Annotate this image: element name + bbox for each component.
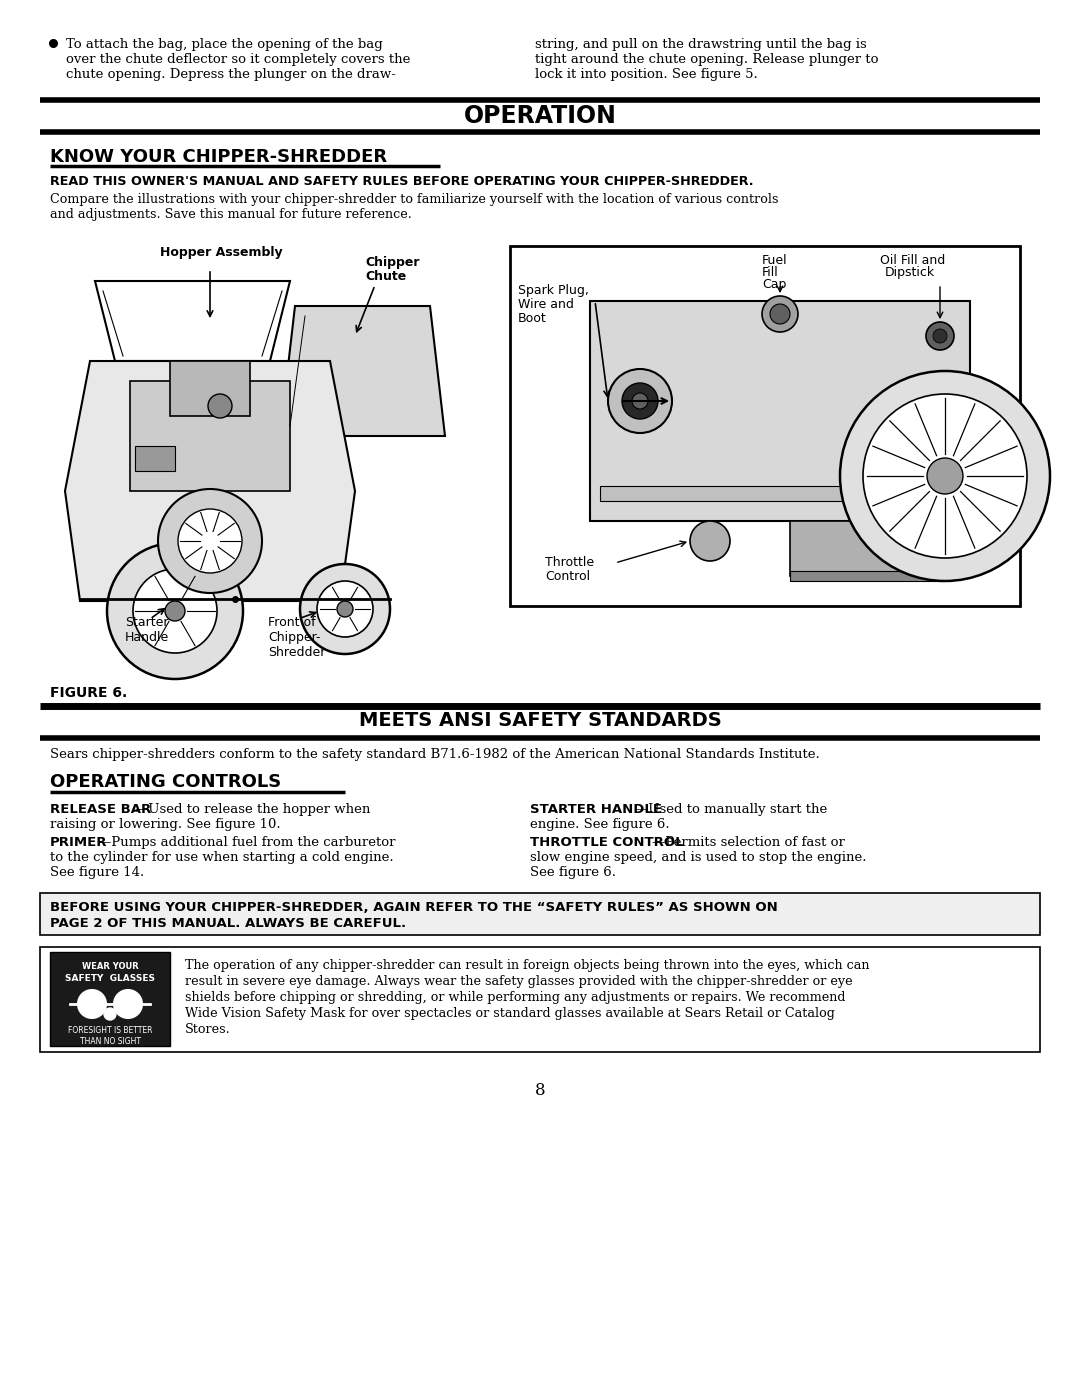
Circle shape — [114, 990, 141, 1018]
Text: PAGE 2 OF THIS MANUAL. ALWAYS BE CAREFUL.: PAGE 2 OF THIS MANUAL. ALWAYS BE CAREFUL… — [50, 916, 406, 930]
Bar — [789, 571, 945, 581]
Circle shape — [863, 394, 1027, 557]
Circle shape — [840, 372, 1050, 581]
Text: Sears chipper-shredders conform to the safety standard B71.6-1982 of the America: Sears chipper-shredders conform to the s… — [50, 747, 820, 761]
Bar — [590, 300, 970, 521]
Circle shape — [926, 321, 954, 351]
Text: KNOW YOUR CHIPPER-SHREDDER: KNOW YOUR CHIPPER-SHREDDER — [50, 148, 387, 166]
Text: FORESIGHT IS BETTER: FORESIGHT IS BETTER — [68, 1025, 152, 1035]
Text: OPERATION: OPERATION — [463, 103, 617, 129]
Bar — [40, 947, 1040, 1052]
Polygon shape — [95, 281, 291, 360]
Text: Handle: Handle — [125, 631, 170, 644]
Text: and adjustments. Save this manual for future reference.: and adjustments. Save this manual for fu… — [50, 208, 411, 221]
Bar — [135, 446, 175, 471]
Text: —Used to manually start the: —Used to manually start the — [635, 803, 827, 816]
Text: Fill: Fill — [762, 265, 779, 279]
Circle shape — [107, 543, 243, 679]
Text: shields before chipping or shredding, or while performing any adjustments or rep: shields before chipping or shredding, or… — [185, 990, 846, 1004]
Text: Cap: Cap — [762, 278, 786, 291]
Text: Oil Fill and: Oil Fill and — [880, 254, 945, 267]
Text: over the chute deflector so it completely covers the: over the chute deflector so it completel… — [66, 53, 410, 66]
Text: Chute: Chute — [365, 270, 406, 284]
Circle shape — [78, 990, 106, 1018]
Text: BEFORE USING YOUR CHIPPER-SHREDDER, AGAIN REFER TO THE “SAFETY RULES” AS SHOWN O: BEFORE USING YOUR CHIPPER-SHREDDER, AGAI… — [50, 901, 778, 914]
Text: THAN NO SIGHT: THAN NO SIGHT — [80, 1037, 140, 1046]
Circle shape — [622, 383, 658, 419]
Text: lock it into position. See figure 5.: lock it into position. See figure 5. — [535, 68, 758, 81]
Text: engine. See figure 6.: engine. See figure 6. — [530, 819, 670, 831]
Text: See figure 14.: See figure 14. — [50, 866, 145, 879]
Text: Throttle: Throttle — [545, 556, 594, 569]
Text: —Used to release the hopper when: —Used to release the hopper when — [135, 803, 370, 816]
Text: tight around the chute opening. Release plunger to: tight around the chute opening. Release … — [535, 53, 878, 66]
Text: Front of: Front of — [268, 616, 315, 629]
Bar — [510, 246, 1020, 606]
Text: Dipstick: Dipstick — [885, 265, 935, 279]
Text: Stores.: Stores. — [185, 1023, 231, 1037]
Circle shape — [158, 489, 262, 592]
Text: RELEASE BAR: RELEASE BAR — [50, 803, 151, 816]
Circle shape — [762, 296, 798, 332]
Text: Control: Control — [545, 570, 590, 583]
Circle shape — [318, 581, 373, 637]
Circle shape — [933, 330, 947, 344]
Text: FIGURE 6.: FIGURE 6. — [50, 686, 127, 700]
Text: Starter: Starter — [125, 616, 168, 629]
Circle shape — [104, 1009, 116, 1020]
Text: slow engine speed, and is used to stop the engine.: slow engine speed, and is used to stop t… — [530, 851, 866, 863]
Text: —Permits selection of fast or: —Permits selection of fast or — [652, 835, 845, 849]
Text: Spark Plug,: Spark Plug, — [518, 284, 589, 298]
Circle shape — [927, 458, 963, 495]
Text: string, and pull on the drawstring until the bag is: string, and pull on the drawstring until… — [535, 38, 867, 52]
Text: Chipper: Chipper — [365, 256, 419, 270]
Text: Wide Vision Safety Mask for over spectacles or standard glasses available at Sea: Wide Vision Safety Mask for over spectac… — [185, 1007, 835, 1020]
Bar — [789, 521, 940, 576]
Circle shape — [133, 569, 217, 652]
Text: To attach the bag, place the opening of the bag: To attach the bag, place the opening of … — [66, 38, 382, 52]
Text: —Pumps additional fuel from the carburetor: —Pumps additional fuel from the carburet… — [98, 835, 395, 849]
Text: OPERATING CONTROLS: OPERATING CONTROLS — [50, 773, 281, 791]
Circle shape — [337, 601, 353, 617]
Circle shape — [300, 564, 390, 654]
Circle shape — [632, 393, 648, 409]
Text: result in severe eye damage. Always wear the safety glasses provided with the ch: result in severe eye damage. Always wear… — [185, 975, 852, 988]
Text: Wire and: Wire and — [518, 298, 573, 312]
Text: Fuel: Fuel — [762, 254, 787, 267]
Circle shape — [770, 305, 789, 324]
Text: 8: 8 — [535, 1083, 545, 1099]
Text: PRIMER: PRIMER — [50, 835, 108, 849]
Bar — [40, 893, 1040, 935]
Text: chute opening. Depress the plunger on the draw-: chute opening. Depress the plunger on th… — [66, 68, 396, 81]
Circle shape — [208, 394, 232, 418]
Bar — [130, 381, 291, 490]
Circle shape — [165, 601, 185, 622]
Circle shape — [608, 369, 672, 433]
Text: THROTTLE CONTROL: THROTTLE CONTROL — [530, 835, 684, 849]
Bar — [170, 360, 249, 416]
Text: STARTER HANDLE: STARTER HANDLE — [530, 803, 662, 816]
Text: SAFETY  GLASSES: SAFETY GLASSES — [65, 974, 156, 983]
Text: WEAR YOUR: WEAR YOUR — [82, 963, 138, 971]
Text: Compare the illustrations with your chipper-shredder to familiarize yourself wit: Compare the illustrations with your chip… — [50, 193, 779, 205]
Bar — [600, 486, 960, 502]
Text: Hopper Assembly: Hopper Assembly — [160, 246, 283, 258]
Text: READ THIS OWNER'S MANUAL AND SAFETY RULES BEFORE OPERATING YOUR CHIPPER-SHREDDER: READ THIS OWNER'S MANUAL AND SAFETY RULE… — [50, 175, 754, 189]
Text: See figure 6.: See figure 6. — [530, 866, 616, 879]
Text: Boot: Boot — [518, 312, 546, 326]
Polygon shape — [280, 306, 445, 436]
Text: Chipper-: Chipper- — [268, 631, 321, 644]
Circle shape — [690, 521, 730, 562]
Text: MEETS ANSI SAFETY STANDARDS: MEETS ANSI SAFETY STANDARDS — [359, 711, 721, 731]
Text: to the cylinder for use when starting a cold engine.: to the cylinder for use when starting a … — [50, 851, 393, 863]
Circle shape — [178, 509, 242, 573]
Polygon shape — [65, 360, 355, 601]
Text: raising or lowering. See figure 10.: raising or lowering. See figure 10. — [50, 819, 281, 831]
Bar — [50, 951, 170, 1046]
Text: The operation of any chipper-shredder can result in foreign objects being thrown: The operation of any chipper-shredder ca… — [185, 958, 869, 972]
Text: Shredder: Shredder — [268, 645, 325, 659]
